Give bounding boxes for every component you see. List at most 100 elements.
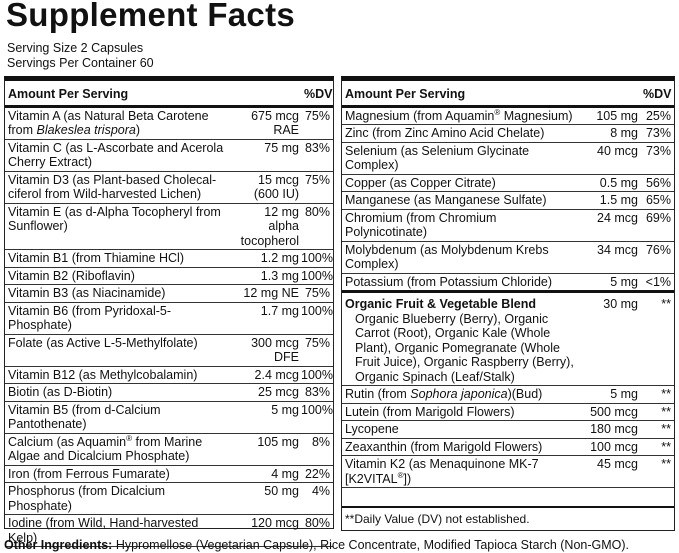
nutrient-name: Phosphorus (from Dicalcium Phosphate) bbox=[5, 482, 231, 515]
daily-value: 80% bbox=[301, 514, 334, 547]
nutrient-name: Vitamin B6 (from Pyridoxal-5-Phosphate) bbox=[5, 302, 231, 335]
nutrient-row: Vitamin B3 (as Niacinamide) 12 mg NE 75% bbox=[5, 284, 334, 303]
name-part: Vitamin A (as Natural Beta Carotene from bbox=[8, 108, 209, 138]
amount: 500 mcg bbox=[578, 403, 641, 421]
name-part: ® bbox=[126, 433, 133, 443]
amount: 2.4 mcg bbox=[231, 366, 302, 384]
nutrient-row: Phosphorus (from Dicalcium Phosphate) 50 … bbox=[5, 482, 334, 515]
daily-value: 83% bbox=[301, 383, 334, 402]
amount: 4 mg bbox=[231, 465, 302, 483]
nutrient-row: Vitamin B5 (from d-Calcium Pantothenate)… bbox=[5, 401, 334, 434]
nutrient-row: Iodine (from Wild, Hand-harvested Kelp) 1… bbox=[5, 514, 334, 547]
daily-value: 76% bbox=[640, 241, 675, 274]
daily-value: 100% bbox=[301, 267, 334, 285]
facts-table: Amount Per Serving %DV Magnesium (from Aqu… bbox=[342, 81, 675, 488]
nutrient-name: Calcium (as Aquamin® from Marine Algae a… bbox=[5, 433, 231, 466]
nutrient-row: Copper (as Copper Citrate) 0.5 mg 56% bbox=[342, 174, 675, 192]
daily-value: ** bbox=[640, 290, 675, 386]
daily-value: 75% bbox=[301, 106, 334, 140]
amount: 100 mcg bbox=[578, 438, 641, 456]
nutrient-row: Vitamin A (as Natural Beta Carotene from… bbox=[5, 106, 334, 140]
other-ingredients: Other Ingredients: Hypromellose (Vegetar… bbox=[4, 538, 629, 552]
blend-row: Organic Fruit & Vegetable Blend Organic B… bbox=[342, 290, 675, 386]
facts-table: Amount Per Serving %DV Vitamin A (as Natur… bbox=[5, 81, 334, 547]
blend-name: Organic Fruit & Vegetable Blend Organic B… bbox=[342, 290, 578, 386]
nutrient-row: Vitamin E (as d-Alpha Tocopheryl from Su… bbox=[5, 203, 334, 250]
name-part: Magnesium) bbox=[500, 108, 573, 123]
nutrient-name: Vitamin B1 (from Thiamine HCl) bbox=[5, 249, 231, 268]
name-part: Magnesium (from Aquamin bbox=[345, 108, 495, 123]
daily-value: 75% bbox=[301, 171, 334, 204]
nutrient-name: Vitamin D3 (as Plant-based Cholecal­cife… bbox=[5, 171, 231, 204]
nutrient-row: Vitamin B1 (from Thiamine HCl) 1.2 mg 100% bbox=[5, 249, 334, 268]
other-text: Hypromellose (Vegetarian Capsule), Rice … bbox=[112, 538, 630, 552]
amount: 5 mg bbox=[231, 401, 302, 434]
amount: 1.3 mg bbox=[231, 267, 302, 285]
nutrient-row: Zeaxanthin (from Marigold Flowers) 100 mc… bbox=[342, 438, 675, 456]
daily-value: 80% bbox=[301, 203, 334, 250]
nutrient-row: Chromium (from Chromium Polynicotinate) 2… bbox=[342, 209, 675, 242]
amount: 5 mg bbox=[578, 273, 641, 292]
name-part: ]) bbox=[403, 471, 412, 486]
nutrient-name: Vitamin B3 (as Niacinamide) bbox=[5, 284, 231, 303]
nutrient-row: Vitamin C (as L-Ascorbate and Acerola Ch… bbox=[5, 139, 334, 172]
daily-value: 25% bbox=[640, 106, 675, 125]
name-part: Calcium (as Aquamin bbox=[8, 434, 127, 449]
amount: 30 mg bbox=[578, 290, 641, 386]
footnote: **Daily Value (DV) not established. bbox=[342, 506, 674, 530]
daily-value: 83% bbox=[301, 139, 334, 172]
title: Supplement Facts bbox=[6, 0, 296, 33]
nutrient-row: Lutein (from Marigold Flowers) 500 mcg ** bbox=[342, 403, 675, 421]
header-dv: %DV bbox=[301, 81, 334, 108]
nutrient-row: Vitamin B12 (as Methylcobalamin) 2.4 mcg 1… bbox=[5, 366, 334, 384]
amount: 0.5 mg bbox=[578, 174, 641, 192]
nutrient-name: Magnesium (from Aquamin® Magnesium) bbox=[342, 106, 578, 125]
daily-value: 65% bbox=[640, 191, 675, 210]
rows: Magnesium (from Aquamin® Magnesium) 105 m… bbox=[342, 106, 675, 488]
nutrient-row: Iron (from Ferrous Fumarate) 4 mg 22% bbox=[5, 465, 334, 483]
left-panel: Amount Per Serving %DV Vitamin A (as Natur… bbox=[4, 76, 334, 547]
nutrient-name: Vitamin E (as d-Alpha Tocopheryl from Su… bbox=[5, 203, 231, 250]
amount: 675 mcg RAE bbox=[231, 106, 302, 140]
nutrient-row: Molybdenum (as Molybdenum Krebs Complex)… bbox=[342, 241, 675, 274]
header-dv: %DV bbox=[640, 81, 675, 108]
amount: 34 mcg bbox=[578, 241, 641, 274]
amount: 15 mcg (600 IU) bbox=[231, 171, 302, 204]
daily-value: <1% bbox=[640, 273, 675, 292]
header-amount: Amount Per Serving bbox=[342, 81, 641, 108]
header-row: Amount Per Serving %DV bbox=[5, 81, 334, 108]
nutrient-row: Rutin (from Sophora japonica)(Bud) 5 mg ** bbox=[342, 385, 675, 404]
amount: 105 mg bbox=[578, 106, 641, 125]
nutrient-name: Vitamin B2 (Riboflavin) bbox=[5, 267, 231, 285]
amount: 5 mg bbox=[578, 385, 641, 404]
daily-value: 100% bbox=[301, 302, 334, 335]
header-row: Amount Per Serving %DV bbox=[342, 81, 675, 108]
blend-ingredients: Organic Blueberry (Berry), Organic Carro… bbox=[355, 311, 574, 384]
nutrient-name: Lutein (from Marigold Flowers) bbox=[342, 403, 578, 421]
amount: 8 mg bbox=[578, 124, 641, 143]
amount: 75 mg bbox=[231, 139, 302, 172]
nutrient-name: Selenium (as Selenium Glycinate Complex) bbox=[342, 142, 578, 175]
nutrient-name: Molybdenum (as Molybdenum Krebs Complex) bbox=[342, 241, 578, 274]
nutrient-name: Chromium (from Chromium Polynicotinate) bbox=[342, 209, 578, 242]
daily-value: ** bbox=[640, 403, 675, 421]
header: Amount Per Serving %DV bbox=[342, 81, 675, 108]
nutrient-name: Biotin (as D-Biotin) bbox=[5, 383, 231, 402]
daily-value: 73% bbox=[640, 142, 675, 175]
daily-value: 100% bbox=[301, 249, 334, 268]
nutrient-name: Rutin (from Sophora japonica)(Bud) bbox=[342, 385, 578, 404]
name-part: Sophora japonica bbox=[410, 387, 508, 401]
amount: 50 mg bbox=[231, 482, 302, 515]
daily-value: 22% bbox=[301, 465, 334, 483]
nutrient-row: Selenium (as Selenium Glycinate Complex)… bbox=[342, 142, 675, 175]
name-part: from Marine Algae and Dicalcium Phosphat… bbox=[8, 434, 203, 464]
nutrient-row: Zinc (from Zinc Amino Acid Chelate) 8 mg 7… bbox=[342, 124, 675, 143]
header: Amount Per Serving %DV bbox=[5, 81, 334, 108]
amount: 120 mcg bbox=[231, 514, 302, 547]
name-part: ® bbox=[494, 107, 501, 117]
daily-value: 75% bbox=[301, 334, 334, 367]
nutrient-row: Manganese (as Manganese Sulfate) 1.5 mg 65… bbox=[342, 191, 675, 210]
nutrient-name: Copper (as Copper Citrate) bbox=[342, 174, 578, 192]
amount: 12 mg alpha tocopherol bbox=[231, 203, 302, 250]
